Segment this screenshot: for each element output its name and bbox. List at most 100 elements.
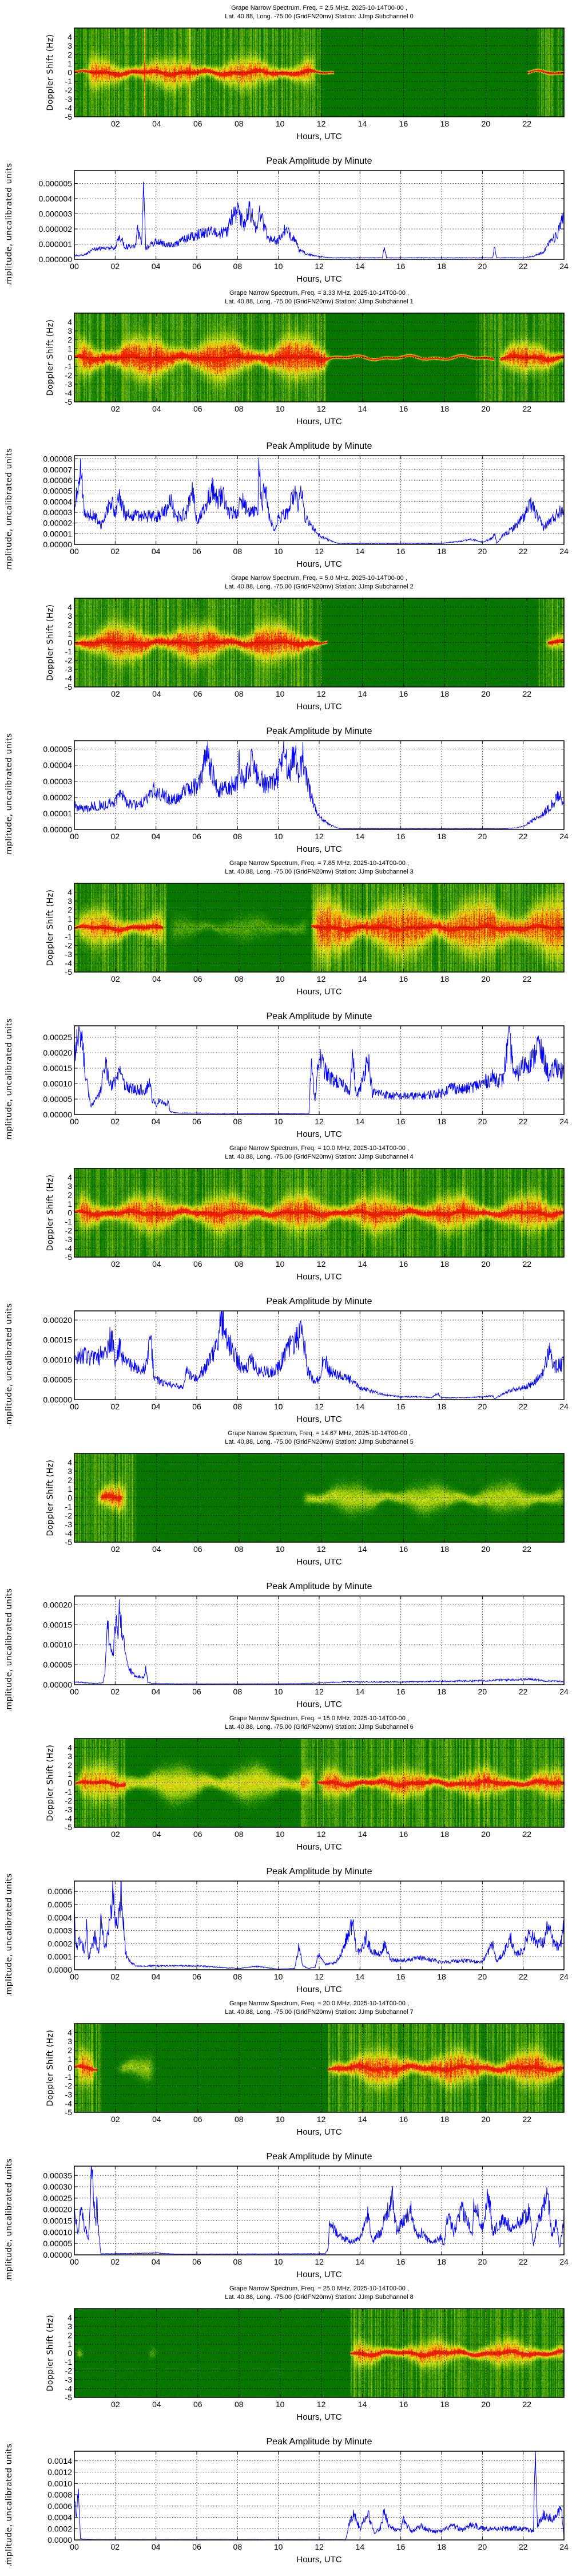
y-tick-label: -2	[65, 1511, 73, 1520]
x-tick-label: 00	[70, 2257, 79, 2266]
y-tick-label: 0.0012	[47, 2468, 72, 2477]
y-axis-label: Doppler Shift (Hz)	[46, 34, 55, 111]
x-tick-label: 04	[152, 1687, 161, 1696]
y-tick-label: 0.00010	[43, 1640, 72, 1649]
x-tick-label: 16	[399, 1544, 408, 1554]
y-tick-label: 0.00000	[43, 540, 72, 549]
y-tick-label: -3	[65, 380, 73, 389]
x-tick-label: 18	[437, 1117, 446, 1126]
y-tick-label: 0.00025	[43, 1033, 72, 1042]
grid	[74, 2024, 564, 2112]
chart-title: Peak Amplitude by Minute	[267, 156, 372, 166]
grid	[74, 1881, 564, 1970]
x-axis-label: Hours, UTC	[296, 987, 341, 997]
x-tick-label: 04	[152, 1972, 161, 1981]
x-tick-label: 08	[233, 2542, 243, 2551]
grid	[74, 28, 564, 117]
y-tick-label: -5	[65, 2393, 73, 2402]
y-axis-label: Amplitude, uncalibrated units	[5, 1018, 14, 1140]
x-tick-label: 16	[399, 1259, 408, 1269]
x-tick-label: 14	[356, 1687, 365, 1696]
y-tick-label: 0	[67, 638, 72, 647]
x-axis-label: Hours, UTC	[296, 417, 341, 426]
x-tick-label: 04	[152, 2257, 161, 2266]
chart-svg: 02 04 06 08 10 12 14 16 18 20 2243210-1-2-3-4-5Hou…	[46, 1145, 565, 1282]
x-axis-label: Hours, UTC	[296, 1985, 341, 1994]
x-tick-label: 16	[399, 404, 408, 413]
x-tick-label: 06	[193, 1544, 202, 1554]
x-tick-label: 22	[522, 689, 531, 698]
y-tick-label: -2	[65, 371, 73, 380]
y-tick-label: 0	[67, 353, 72, 362]
x-tick-label: 10	[274, 2257, 283, 2266]
y-tick-label: -3	[65, 950, 73, 959]
ticks	[74, 28, 564, 117]
x-tick-label: 06	[193, 404, 202, 413]
x-tick-label: 22	[519, 262, 528, 271]
chart-title: Peak Amplitude by Minute	[267, 726, 372, 736]
x-tick-label: 22	[519, 1972, 528, 1981]
grid	[74, 456, 564, 544]
x-tick-label: 24	[559, 2257, 569, 2266]
chart-title-line1: Grape Narrow Spectrum, Freq. = 20.0 MHz,…	[229, 2000, 409, 2007]
chart-svg: 00 02 04 06 08 10 12 14 16 18 20 22 24 0.00000 0.00001…	[5, 726, 569, 855]
x-axis-label: Hours, UTC	[296, 1129, 341, 1139]
x-tick-label: 08	[233, 2257, 243, 2266]
x-tick-label: 14	[358, 404, 367, 413]
y-tick-label: 0	[67, 1208, 72, 1218]
chart-title-line2: Lat. 40.88, Long. -75.00 (GridFN20mv) St…	[225, 868, 414, 875]
x-tick-label: 18	[440, 1830, 450, 1839]
y-tick-label: -5	[65, 2108, 73, 2117]
x-tick-label: 08	[235, 2115, 244, 2124]
x-tick-label: 06	[193, 1830, 202, 1839]
y-tick-label: 0.00008	[43, 455, 72, 464]
y-tick-label: 3	[67, 41, 72, 50]
chart-svg: 02 04 06 08 10 12 14 16 18 20 2243210-1-2-3-4-5Hou…	[46, 860, 565, 997]
x-tick-label: 14	[358, 1830, 367, 1839]
y-tick-label: 0.0001	[47, 1952, 72, 1961]
spectrogram-panel: 02 04 06 08 10 12 14 16 18 20 22 4 3 2 1 0 -1 -2 -3 -4 -5 Hou…	[0, 1140, 572, 1283]
y-tick-label: 0.00005	[43, 1375, 72, 1384]
amplitude-chart-panel: 00 02 04 06 08 10 12 14 16 18 20 22 24 0.00000 0.00001…	[0, 428, 572, 570]
y-tick-label: 0.0002	[47, 2524, 72, 2533]
amplitude-chart-panel: 00 02 04 06 08 10 12 14 16 18 20 22 24 0.00000 0.00005…	[0, 2138, 572, 2281]
y-tick-label: 0.00010	[43, 1079, 72, 1088]
x-tick-label: 20	[478, 1402, 487, 1411]
x-axis-label: Hours, UTC	[296, 1272, 341, 1282]
ticks	[74, 741, 565, 830]
x-tick-label: 18	[437, 2542, 446, 2551]
x-tick-label: 12	[315, 1687, 324, 1696]
y-tick-label: 0.00005	[43, 745, 72, 754]
x-tick-label: 02	[111, 1259, 120, 1269]
y-tick-label: -4	[65, 1814, 73, 1823]
y-tick-label: 0.00020	[43, 2205, 72, 2214]
x-tick-label: 08	[233, 1402, 243, 1411]
grid	[74, 598, 564, 687]
x-tick-label: 02	[111, 974, 120, 983]
y-tick-label: 0.00004	[43, 761, 72, 770]
ticks	[74, 1596, 565, 1685]
amplitude-series-line	[74, 1025, 565, 1115]
y-tick-label: 2	[67, 621, 72, 630]
y-tick-label: -3	[65, 2375, 73, 2384]
x-tick-label: 14	[358, 119, 367, 128]
x-tick-label: 08	[235, 2400, 244, 2409]
x-tick-label: 08	[233, 1687, 243, 1696]
chart-title-line2: Lat. 40.88, Long. -75.00 (GridFN20mv) St…	[225, 583, 414, 590]
x-tick-label: 14	[358, 974, 367, 983]
x-tick-label: 16	[399, 1830, 408, 1839]
y-tick-label: 2	[67, 1761, 72, 1770]
y-tick-label: 0.00000	[43, 1110, 72, 1119]
y-tick-label: 0	[67, 2064, 72, 2073]
x-tick-label: 04	[152, 547, 161, 556]
y-tick-label: 0.00020	[43, 1600, 72, 1609]
chart-svg: 02 04 06 08 10 12 14 16 18 20 2243210-1-2-3-4-5Hou…	[46, 290, 565, 426]
x-axis-label: Hours, UTC	[296, 2127, 341, 2137]
y-tick-label: 0.0014	[47, 2456, 72, 2466]
ticks	[74, 171, 565, 260]
y-tick-label: 4	[67, 1743, 72, 1752]
x-tick-label: 14	[356, 832, 365, 841]
y-tick-label: 0.000005	[39, 179, 73, 188]
y-tick-label: 0.00030	[43, 2182, 72, 2191]
y-tick-label: 0.00005	[43, 1660, 72, 1669]
